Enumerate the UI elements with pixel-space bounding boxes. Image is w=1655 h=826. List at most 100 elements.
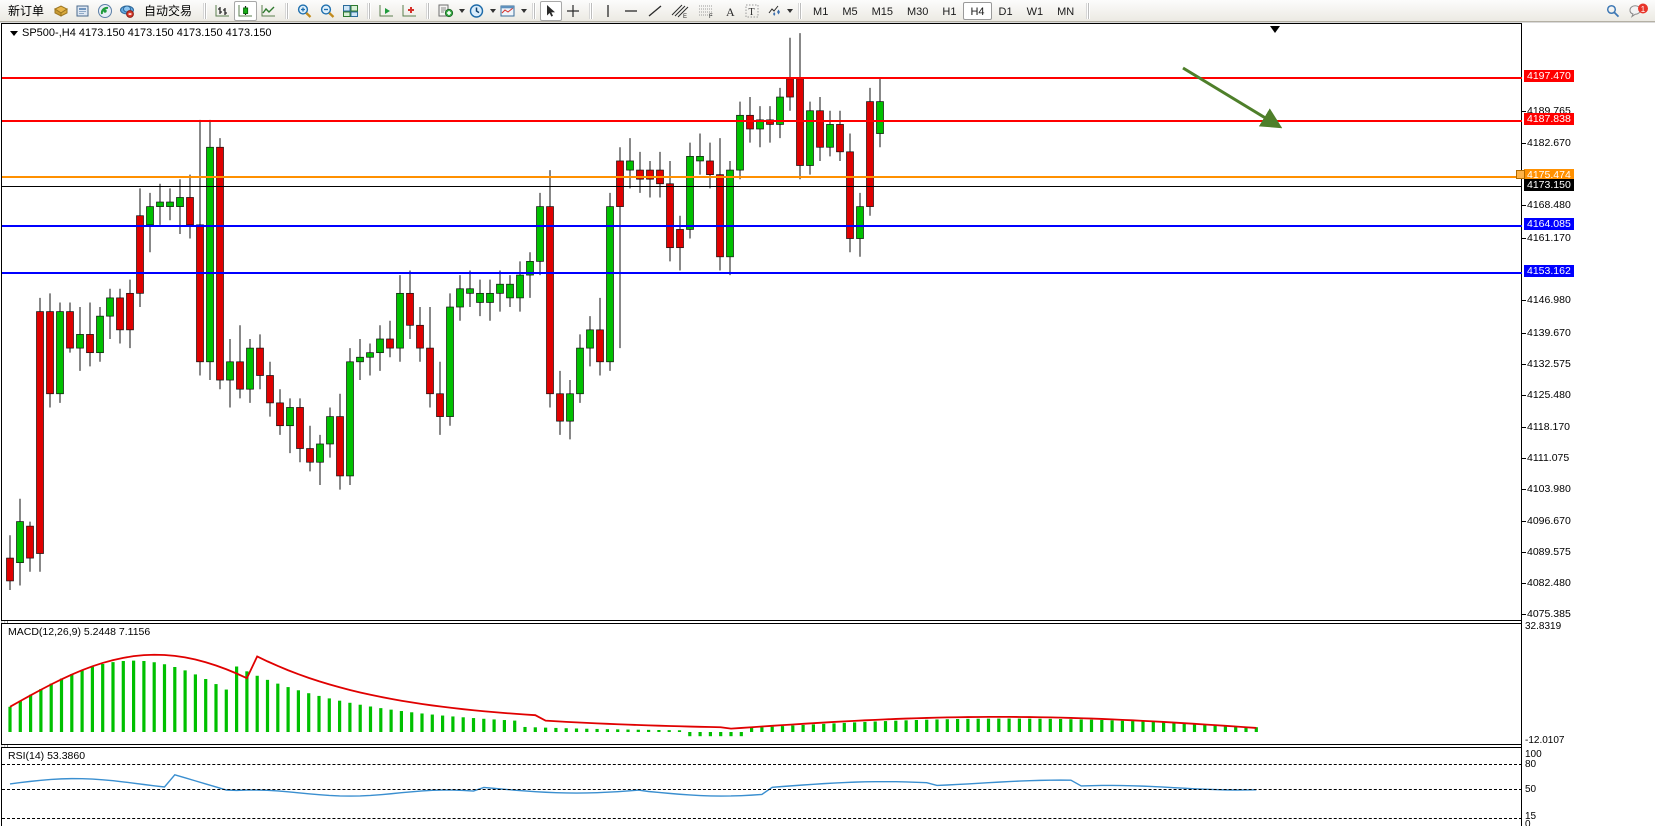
cursor-icon[interactable] xyxy=(540,0,563,21)
text-icon[interactable]: A xyxy=(719,1,741,21)
candlestick-series xyxy=(6,33,884,591)
price-pane[interactable]: SP500-,H4 4173.150 4173.150 4173.150 417… xyxy=(1,23,1522,621)
crosshair-icon[interactable] xyxy=(562,1,584,21)
fibonacci-icon[interactable]: F xyxy=(693,1,719,21)
tile-windows-icon[interactable] xyxy=(339,1,362,21)
current-price-line-4173 xyxy=(2,186,1522,187)
macd-scale-top-value: 32.8319 xyxy=(1525,621,1562,632)
candlestick-chart-icon[interactable] xyxy=(234,0,258,21)
signal-icon[interactable] xyxy=(94,1,116,21)
price-tick-label: 4132.575 xyxy=(1527,358,1571,370)
price-scale[interactable]: 32.8319 -12.0107 100 80 50 15 0 4189.765… xyxy=(1516,23,1655,826)
indicators-dropdown-caret[interactable] xyxy=(459,8,466,13)
trend-arrow-annotation[interactable] xyxy=(1177,62,1292,137)
equidistant-channel-icon[interactable]: E xyxy=(667,1,693,21)
new-order-label: 新订单 xyxy=(8,4,45,18)
rsi-pane[interactable]: RSI(14) 53.3860 xyxy=(1,747,1522,826)
rsi-level-80-line xyxy=(2,764,1522,765)
rsi-scale-50: 50 xyxy=(1525,784,1537,795)
rsi-level-50-line xyxy=(2,789,1522,790)
price-tick-label: 4182.670 xyxy=(1527,137,1571,149)
price-axis-line xyxy=(1521,23,1522,826)
templates-dropdown-caret[interactable] xyxy=(521,8,528,13)
price-tick-label: 4096.670 xyxy=(1527,515,1571,527)
templates-icon[interactable] xyxy=(496,1,519,21)
price-tick xyxy=(1522,583,1526,584)
timeframe-h1[interactable]: H1 xyxy=(942,5,957,18)
price-tick xyxy=(1522,458,1526,459)
timeframe-w1[interactable]: W1 xyxy=(1026,5,1044,18)
chart-shift-icon[interactable] xyxy=(375,1,398,21)
price-tick-label: 4168.480 xyxy=(1527,199,1571,211)
rsi-scale-0: 0 xyxy=(1525,819,1531,826)
zoom-in-icon[interactable] xyxy=(293,1,316,21)
objects-icon[interactable] xyxy=(763,1,785,21)
price-tick xyxy=(1522,238,1526,239)
rsi-scale-100: 100 xyxy=(1525,749,1542,760)
price-level-tag-entry[interactable]: 4175.474 xyxy=(1524,169,1574,181)
timeframe-m15[interactable]: M15 xyxy=(871,5,893,18)
search-icon[interactable] xyxy=(1601,1,1625,21)
line-chart-icon[interactable] xyxy=(257,1,280,21)
main-toolbar: 新订单 自动交易 xyxy=(0,0,1655,22)
price-tick-label: 4082.480 xyxy=(1527,577,1571,589)
objects-dropdown-caret[interactable] xyxy=(787,8,794,13)
news-icon[interactable] xyxy=(72,1,94,21)
price-tick-label: 4146.980 xyxy=(1527,294,1571,306)
briefcase-icon[interactable] xyxy=(50,1,72,21)
timeframe-m30[interactable]: M30 xyxy=(907,5,929,18)
auto-trading-label: 自动交易 xyxy=(144,4,193,18)
chart-top-marker-icon xyxy=(1270,26,1280,33)
auto-scroll-icon[interactable] xyxy=(398,1,421,21)
timeframe-m1[interactable]: M1 xyxy=(813,5,829,18)
svg-text:F: F xyxy=(709,14,713,19)
zoom-out-icon[interactable] xyxy=(316,1,339,21)
toolbar-separator xyxy=(201,2,208,20)
toolbar-separator xyxy=(587,2,594,20)
period-icon[interactable] xyxy=(465,1,488,21)
notification-count-text: 1 xyxy=(1641,5,1646,14)
support-line-4164[interactable] xyxy=(2,225,1522,227)
indicators-icon[interactable] xyxy=(434,1,457,21)
auto-trading-button[interactable]: 自动交易 xyxy=(138,1,198,21)
timeframe-mn[interactable]: MN xyxy=(1057,5,1075,18)
horizontal-line-icon[interactable] xyxy=(619,1,643,21)
chart-menu-triangle-icon[interactable] xyxy=(10,30,18,36)
price-tick-label: 4089.575 xyxy=(1527,546,1571,558)
rsi-series xyxy=(9,773,1257,797)
price-level-tag-current[interactable]: 4173.150 xyxy=(1524,179,1574,191)
entry-line-4175[interactable] xyxy=(2,176,1522,178)
macd-pane[interactable]: MACD(12,26,9) 5.2448 7.1156 xyxy=(1,623,1521,745)
price-tick-label: 4103.980 xyxy=(1527,483,1571,495)
bar-chart-icon[interactable] xyxy=(211,1,234,21)
entry-line-handle[interactable] xyxy=(1516,170,1525,179)
new-order-button[interactable]: 新订单 xyxy=(2,1,50,21)
toolbar-separator xyxy=(365,2,372,20)
price-level-tag-resistance[interactable]: 4197.470 xyxy=(1524,70,1574,82)
price-tick-label: 4111.075 xyxy=(1527,452,1570,464)
resistance-line-4187[interactable] xyxy=(2,120,1522,122)
timeframe-m5[interactable]: M5 xyxy=(842,5,858,18)
symbol-info: SP500-,H4 4173.150 4173.150 4173.150 417… xyxy=(10,27,272,39)
trendline-icon[interactable] xyxy=(643,1,667,21)
resistance-line-4197[interactable] xyxy=(2,77,1522,79)
rsi-level-15-line xyxy=(2,818,1522,819)
price-level-tag-support[interactable]: 4164.085 xyxy=(1524,218,1574,230)
timeframe-d1[interactable]: D1 xyxy=(998,5,1013,18)
timeframe-h4[interactable]: H4 xyxy=(963,1,992,20)
expert-advisor-icon[interactable] xyxy=(116,1,138,21)
text-label-icon[interactable]: T xyxy=(741,1,763,21)
support-line-4153[interactable] xyxy=(2,272,1522,274)
macd-label: MACD(12,26,9) 5.2448 7.1156 xyxy=(8,626,154,638)
price-level-tag-support[interactable]: 4153.162 xyxy=(1524,265,1574,277)
price-level-tag-resistance[interactable]: 4187.838 xyxy=(1524,113,1574,125)
rsi-label: RSI(14) 53.3860 xyxy=(8,750,89,762)
chart-area[interactable]: SP500-,H4 4173.150 4173.150 4173.150 417… xyxy=(0,22,1655,826)
period-dropdown-caret[interactable] xyxy=(490,8,497,13)
alerts-icon[interactable]: 1 xyxy=(1625,1,1653,21)
vertical-line-icon[interactable] xyxy=(597,1,619,21)
symbol-label-text: SP500-,H4 4173.150 4173.150 4173.150 417… xyxy=(22,27,272,39)
price-tick xyxy=(1522,521,1526,522)
price-tick xyxy=(1522,552,1526,553)
